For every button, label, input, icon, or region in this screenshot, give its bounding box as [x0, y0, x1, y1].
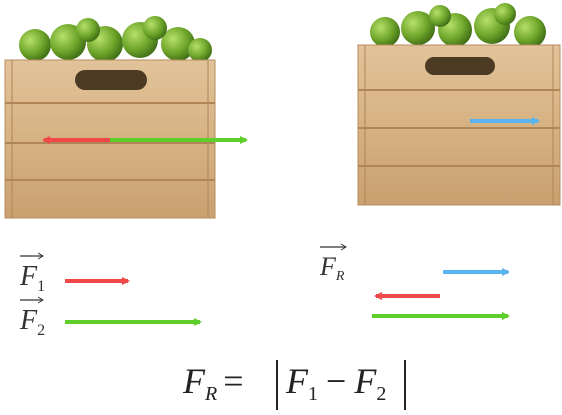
vector-label: F2 — [19, 296, 45, 339]
symbol: F — [353, 361, 377, 401]
crate-right — [357, 44, 561, 206]
apple — [401, 11, 435, 45]
subscript: 2 — [376, 383, 386, 405]
operator: − — [326, 361, 346, 401]
svg-text:F1: F1 — [19, 261, 45, 295]
equals: = — [223, 361, 243, 401]
svg-text:F1−F2: F1− F2 — [285, 361, 386, 405]
subscript: R — [335, 269, 345, 284]
subscript: 2 — [37, 322, 45, 339]
symbol: F — [19, 261, 38, 292]
symbol: F — [19, 305, 38, 336]
subscript: 1 — [308, 383, 318, 405]
symbol: F — [319, 252, 337, 281]
svg-text:F2: F2 — [19, 305, 45, 339]
symbol: F — [285, 361, 309, 401]
vector-label: F1 — [19, 252, 45, 295]
subscript: R — [204, 383, 217, 405]
apple — [494, 3, 516, 25]
vector-label: FR — [319, 243, 347, 284]
apple — [429, 5, 451, 27]
apple — [19, 29, 51, 61]
subscript: 1 — [37, 278, 45, 295]
apple — [76, 18, 100, 42]
formula: FR = F1− F2 — [182, 360, 406, 410]
apples — [19, 3, 546, 89]
apple — [161, 27, 195, 61]
apple — [188, 38, 212, 62]
svg-text:FR: FR — [319, 252, 345, 284]
symbol: F — [182, 361, 206, 401]
apple — [370, 17, 400, 47]
apple — [143, 16, 167, 40]
apple — [514, 16, 546, 48]
svg-text:FR=: FR = — [182, 361, 244, 405]
